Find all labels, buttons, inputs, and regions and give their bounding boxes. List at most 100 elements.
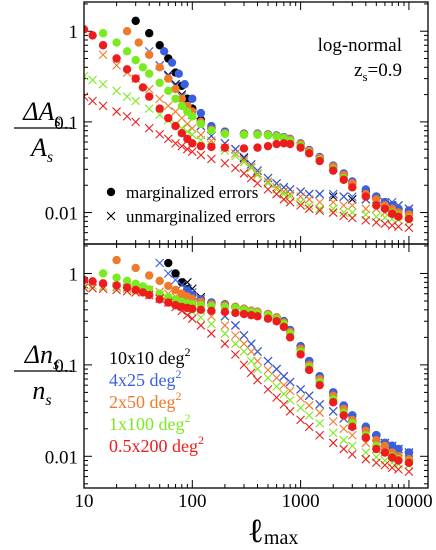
data-point [138, 282, 148, 291]
data-point [380, 219, 390, 229]
data-point [404, 214, 414, 224]
data-point [246, 356, 256, 366]
data-point [304, 149, 314, 158]
data-point [387, 441, 397, 451]
data-point [187, 147, 197, 157]
data-point [348, 183, 357, 192]
data-point [263, 314, 273, 323]
data-point [131, 279, 140, 289]
data-point [328, 189, 338, 199]
data-point [328, 428, 338, 438]
data-point [145, 29, 154, 38]
data-point [171, 138, 180, 148]
series-cross [84, 283, 414, 476]
series-cross [155, 258, 414, 457]
marker-legend: marginalized errors unmarginalized errors [106, 183, 275, 226]
data-point [348, 422, 357, 432]
label-subscript: s [47, 149, 53, 166]
legend-label: 4x25 deg2 [109, 367, 182, 390]
data-point [164, 113, 173, 123]
data-point [246, 368, 256, 378]
data-point [144, 290, 154, 300]
data-point [315, 204, 325, 214]
legend-superscript: 2 [198, 433, 204, 447]
data-point [347, 192, 357, 201]
data-point [347, 200, 357, 210]
data-point [155, 110, 165, 120]
data-point [285, 406, 295, 416]
label-subscript: s [54, 113, 60, 130]
data-point [285, 139, 295, 149]
data-point [315, 197, 325, 207]
data-point [131, 288, 141, 297]
data-point [315, 399, 325, 409]
data-point [171, 84, 180, 94]
data-point [253, 178, 262, 188]
data-point [329, 398, 338, 407]
data-point [131, 263, 140, 273]
data-point [239, 130, 249, 140]
data-point [263, 373, 273, 383]
data-point [145, 50, 154, 59]
data-point [177, 306, 187, 316]
data-point [155, 258, 165, 268]
data-point [231, 339, 240, 349]
legend-superscript: 2 [185, 411, 191, 425]
data-point [231, 148, 240, 158]
data-point [155, 63, 164, 72]
data-point [239, 309, 249, 319]
legend-label: 2x50 deg2 [109, 389, 182, 412]
data-point [112, 38, 121, 47]
label-subscript: s [53, 356, 59, 373]
y-label-numerator: Δns [24, 340, 60, 373]
data-point [177, 278, 187, 287]
data-point [239, 155, 249, 165]
data-point [164, 258, 173, 268]
data-point [163, 269, 173, 278]
legend-dot-marker [106, 187, 116, 197]
data-point [296, 200, 306, 210]
y-tick-label: 0.01 [45, 204, 78, 225]
data-point [171, 269, 180, 278]
data-point [188, 139, 197, 148]
data-point [182, 144, 192, 154]
data-point [220, 307, 230, 317]
data-point [329, 166, 338, 175]
data-point [246, 339, 256, 349]
data-point [315, 408, 325, 418]
data-point [404, 467, 414, 476]
x-tick-label: 10000 [385, 491, 433, 512]
data-point [339, 211, 349, 221]
data-point [155, 94, 165, 104]
data-point [207, 126, 216, 135]
data-point [177, 280, 187, 290]
data-point [253, 375, 262, 385]
data-point [253, 170, 262, 180]
series-cross [84, 92, 414, 233]
y-tick-label: 1 [69, 264, 79, 285]
data-point [328, 197, 338, 207]
data-point [177, 101, 187, 111]
data-point [220, 158, 230, 168]
data-point [122, 27, 132, 36]
data-point [164, 281, 173, 291]
data-point [404, 223, 414, 233]
data-point [84, 92, 89, 101]
data-point [328, 204, 338, 214]
data-point [304, 411, 314, 420]
data-point [253, 347, 262, 356]
data-point [246, 173, 256, 183]
data-point [171, 121, 180, 131]
panel-frame [83, 243, 429, 489]
data-point [155, 78, 164, 87]
x-axis-label: ℓmax [248, 513, 299, 550]
data-point [296, 384, 306, 394]
data-point [182, 310, 192, 320]
data-point [171, 275, 180, 285]
data-point [122, 286, 132, 296]
data-point [304, 204, 314, 214]
y-tick-label: 0.1 [54, 356, 78, 377]
data-point [371, 217, 381, 227]
data-point [155, 276, 164, 286]
